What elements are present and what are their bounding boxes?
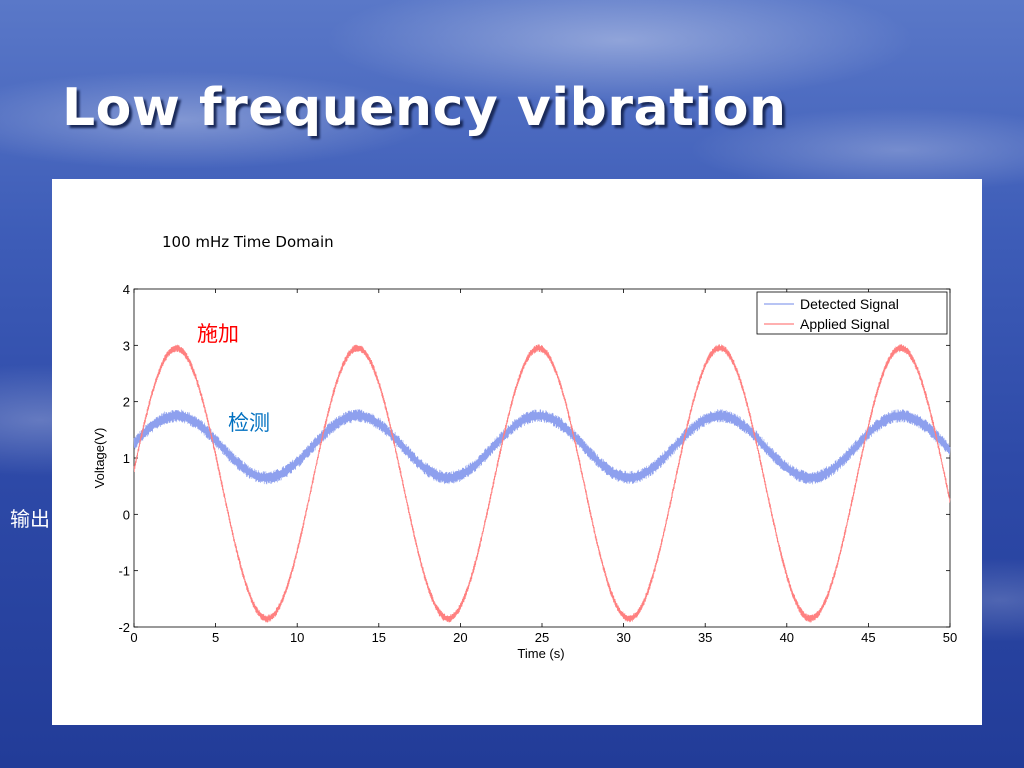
y-tick-label: -2 xyxy=(118,620,130,635)
y-axis-label: Voltage(V) xyxy=(92,428,107,489)
series-applied-signal-line xyxy=(133,344,951,623)
x-tick-label: 40 xyxy=(780,630,794,645)
y-tick-label: -1 xyxy=(118,564,130,579)
line-chart: 100 mHz Time Domain 0 5 10 15 20 25 30 35 40 45 50… xyxy=(92,233,957,661)
legend-box xyxy=(756,291,948,335)
legend: Detected Signal Applied Signal xyxy=(756,291,948,335)
x-tick-label: 50 xyxy=(943,630,957,645)
plot-area xyxy=(133,288,951,628)
x-tick-label: 10 xyxy=(290,630,304,645)
y-tick-label: 4 xyxy=(123,282,130,297)
x-tick-label: 45 xyxy=(861,630,875,645)
legend-detected-signal: Detected Signal xyxy=(800,296,899,312)
side-label: 输出 xyxy=(10,507,50,531)
y-tick-label: 0 xyxy=(123,507,130,522)
y-tick-label: 2 xyxy=(123,395,130,410)
x-tick-label: 35 xyxy=(698,630,712,645)
chart-title: 100 mHz Time Domain xyxy=(162,233,334,251)
y-tick-label: 3 xyxy=(123,338,130,353)
chart-figure: 100 mHz Time Domain 0 5 10 15 20 25 30 35 40 45 50… xyxy=(52,179,982,725)
x-tick-label: 20 xyxy=(453,630,467,645)
x-tick-label: 30 xyxy=(616,630,630,645)
y-tick-label: 1 xyxy=(123,451,130,466)
x-tick-label: 25 xyxy=(535,630,549,645)
x-tick-label: 15 xyxy=(372,630,386,645)
annotation-applied: 施加 xyxy=(197,322,239,346)
x-axis-label: Time (s) xyxy=(517,646,564,661)
slide-title: Low frequency vibration xyxy=(62,78,787,138)
x-tick-label: 5 xyxy=(212,630,219,645)
legend-applied-signal: Applied Signal xyxy=(800,316,890,332)
annotation-detected: 检测 xyxy=(228,411,270,435)
x-tick-label: 0 xyxy=(130,630,137,645)
series-detected-signal-line xyxy=(133,409,951,485)
